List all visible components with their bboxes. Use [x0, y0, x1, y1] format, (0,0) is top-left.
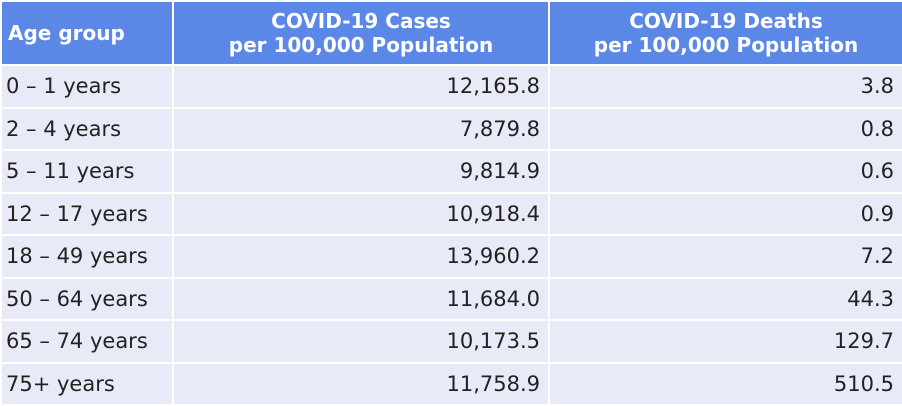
header-line: Age group [8, 21, 125, 45]
header-line: per 100,000 Population [228, 33, 494, 57]
table-row: 5 – 11 years 9,814.9 0.6 [0, 149, 902, 194]
value-cell: 0.9 [548, 191, 902, 236]
age-group-cell: 2 – 4 years [0, 106, 174, 151]
value-cell: 9,814.9 [172, 149, 550, 194]
value-cell: 13,960.2 [172, 234, 550, 279]
column-header: Age group [0, 0, 174, 66]
column-header: COVID-19 Deaths per 100,000 Population [548, 0, 902, 66]
table-row: 18 – 49 years 13,960.2 7.2 [0, 234, 902, 279]
table-row: 65 – 74 years 10,173.5 129.7 [0, 319, 902, 364]
column-header: COVID-19 Cases per 100,000 Population [172, 0, 550, 66]
value-cell: 7,879.8 [172, 106, 550, 151]
value-cell: 3.8 [548, 64, 902, 109]
value-cell: 44.3 [548, 276, 902, 321]
table-row: 12 – 17 years 10,918.4 0.9 [0, 191, 902, 236]
table-row: 50 – 64 years 11,684.0 44.3 [0, 276, 902, 321]
value-cell: 510.5 [548, 361, 902, 406]
value-cell: 129.7 [548, 319, 902, 364]
table-row: 2 – 4 years 7,879.8 0.8 [0, 106, 902, 151]
value-cell: 10,918.4 [172, 191, 550, 236]
age-group-cell: 5 – 11 years [0, 149, 174, 194]
age-group-cell: 75+ years [0, 361, 174, 406]
table-row: 75+ years 11,758.9 510.5 [0, 361, 902, 406]
value-cell: 11,758.9 [172, 361, 550, 406]
age-group-cell: 0 – 1 years [0, 64, 174, 109]
value-cell: 11,684.0 [172, 276, 550, 321]
age-group-cell: 65 – 74 years [0, 319, 174, 364]
table-body: 0 – 1 years 12,165.8 3.8 2 – 4 years 7,879.8… [0, 64, 902, 406]
header-line: per 100,000 Population [593, 33, 859, 57]
header-line: COVID-19 Cases [271, 9, 451, 33]
value-cell: 0.8 [548, 106, 902, 151]
header-row: Age group COVID-19 Cases per 100,000 Popul… [0, 0, 902, 66]
value-cell: 7.2 [548, 234, 902, 279]
value-cell: 10,173.5 [172, 319, 550, 364]
value-cell: 12,165.8 [172, 64, 550, 109]
header-line: COVID-19 Deaths [629, 9, 823, 33]
age-group-cell: 18 – 49 years [0, 234, 174, 279]
value-cell: 0.6 [548, 149, 902, 194]
table-row: 0 – 1 years 12,165.8 3.8 [0, 64, 902, 109]
age-group-cell: 50 – 64 years [0, 276, 174, 321]
age-group-cell: 12 – 17 years [0, 191, 174, 236]
